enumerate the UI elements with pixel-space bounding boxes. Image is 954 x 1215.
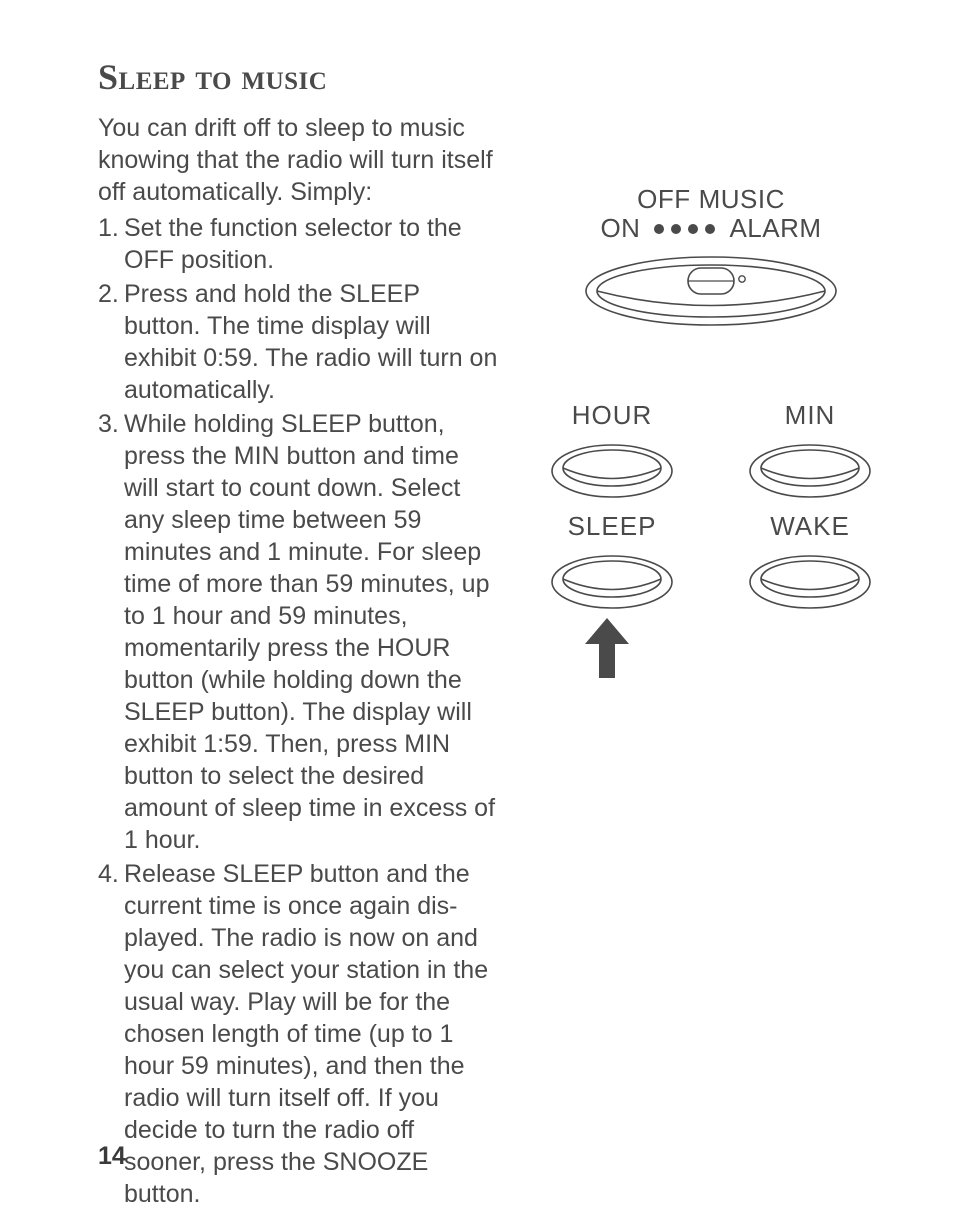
list-item: 4. Release SLEEP button and the current … bbox=[98, 858, 498, 1210]
hour-button-icon bbox=[548, 441, 676, 501]
selector-figure: OFF MUSIC ON ALARM bbox=[580, 184, 842, 332]
content-row: You can drift off to sleep to music know… bbox=[98, 112, 884, 1212]
label-hour: HOUR bbox=[572, 400, 653, 431]
selector-labels-top: OFF MUSIC bbox=[637, 184, 785, 215]
selector-switch-diagram bbox=[580, 250, 842, 332]
arrow-indicator bbox=[581, 616, 633, 689]
step-text: Set the function selector to the OFF pos… bbox=[124, 212, 498, 276]
label-wake: WAKE bbox=[770, 511, 850, 542]
dot-icon bbox=[688, 224, 698, 234]
list-item: 3. While holding SLEEP button, press the… bbox=[98, 408, 498, 856]
up-arrow-icon bbox=[581, 616, 633, 684]
step-number: 1. bbox=[98, 212, 124, 276]
list-item: 1. Set the function selector to the OFF … bbox=[98, 212, 498, 276]
steps-list: 1. Set the function selector to the OFF … bbox=[98, 212, 498, 1210]
step-text: Press and hold the SLEEP button. The tim… bbox=[124, 278, 498, 406]
left-column: You can drift off to sleep to music know… bbox=[98, 112, 498, 1212]
label-on: ON bbox=[600, 213, 640, 244]
section-heading: Sleep to music bbox=[98, 56, 884, 98]
step-text: While holding SLEEP button, press the MI… bbox=[124, 408, 498, 856]
label-sleep: SLEEP bbox=[568, 511, 657, 542]
step-number: 3. bbox=[98, 408, 124, 856]
wake-button-icon bbox=[746, 552, 874, 612]
page: Sleep to music You can drift off to slee… bbox=[0, 0, 954, 1215]
label-music: MUSIC bbox=[699, 184, 785, 215]
dot-icon bbox=[705, 224, 715, 234]
intro-paragraph: You can drift off to sleep to music know… bbox=[98, 112, 498, 208]
selector-switch-icon bbox=[580, 250, 842, 332]
step-text: Release SLEEP button and the current tim… bbox=[124, 858, 498, 1210]
page-number: 14 bbox=[98, 1142, 126, 1171]
dot-icon bbox=[654, 224, 664, 234]
buttons-figure: HOUR MIN SLEEP WAKE bbox=[548, 400, 874, 689]
label-min: MIN bbox=[785, 400, 836, 431]
label-alarm: ALARM bbox=[729, 213, 821, 244]
min-button-icon bbox=[746, 441, 874, 501]
right-column: OFF MUSIC ON ALARM bbox=[538, 112, 884, 1212]
list-item: 2. Press and hold the SLEEP button. The … bbox=[98, 278, 498, 406]
step-number: 2. bbox=[98, 278, 124, 406]
selector-labels-mid: ON ALARM bbox=[600, 213, 821, 244]
dot-icon bbox=[671, 224, 681, 234]
selector-dots bbox=[654, 224, 715, 234]
label-off: OFF bbox=[637, 184, 691, 215]
sleep-button-icon bbox=[548, 552, 676, 612]
